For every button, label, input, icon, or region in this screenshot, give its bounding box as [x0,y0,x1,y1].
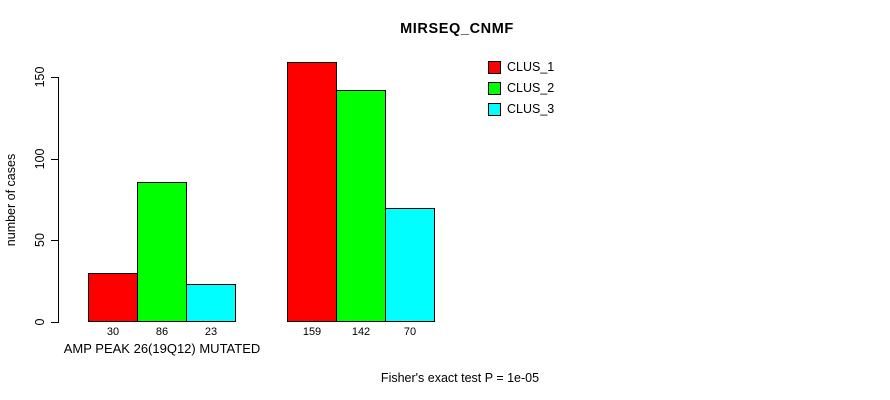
y-tick-mark [51,322,59,323]
bar-clus_1-group2 [287,62,337,322]
bar-value-label: 70 [403,326,417,338]
bar-value-label: 159 [302,326,322,338]
bar-value-label: 86 [155,326,169,338]
legend-row-clus_3: CLUS_3 [488,103,554,116]
legend: CLUS_1 CLUS_2 CLUS_3 [488,61,554,124]
legend-label: CLUS_1 [507,60,555,74]
legend-swatch-icon [488,61,501,74]
bar-clus_2-group2 [336,90,386,322]
y-tick-label: 100 [33,148,47,170]
bar-value-label: 23 [204,326,218,338]
bar-value-label: 142 [351,326,371,338]
legend-label: CLUS_3 [507,102,555,116]
bar-clus_3-group2 [385,208,435,322]
legend-row-clus_1: CLUS_1 [488,61,554,74]
y-tick-mark [51,240,59,242]
chart-title: MIRSEQ_CNMF [400,21,514,37]
y-tick-label: 0 [33,318,47,326]
legend-swatch-icon [488,103,501,116]
bar-clus_3-group1 [186,284,236,322]
y-tick-label: 50 [33,233,47,248]
legend-swatch-icon [488,82,501,95]
bar-value-label: 30 [106,326,120,338]
y-tick-mark [51,158,59,160]
y-axis-label: number of cases [4,153,18,247]
bar-clus_2-group1 [137,182,187,322]
y-tick-mark [51,77,59,78]
pvalue-annotation: Fisher's exact test P = 1e-05 [380,371,540,385]
x-group-label: AMP PEAK 26(19Q12) MUTATED [63,341,261,356]
y-tick-label: 150 [33,66,47,88]
legend-row-clus_2: CLUS_2 [488,82,554,95]
legend-label: CLUS_2 [507,81,555,95]
y-axis-line [58,77,59,323]
bar-clus_1-group1 [88,273,138,322]
